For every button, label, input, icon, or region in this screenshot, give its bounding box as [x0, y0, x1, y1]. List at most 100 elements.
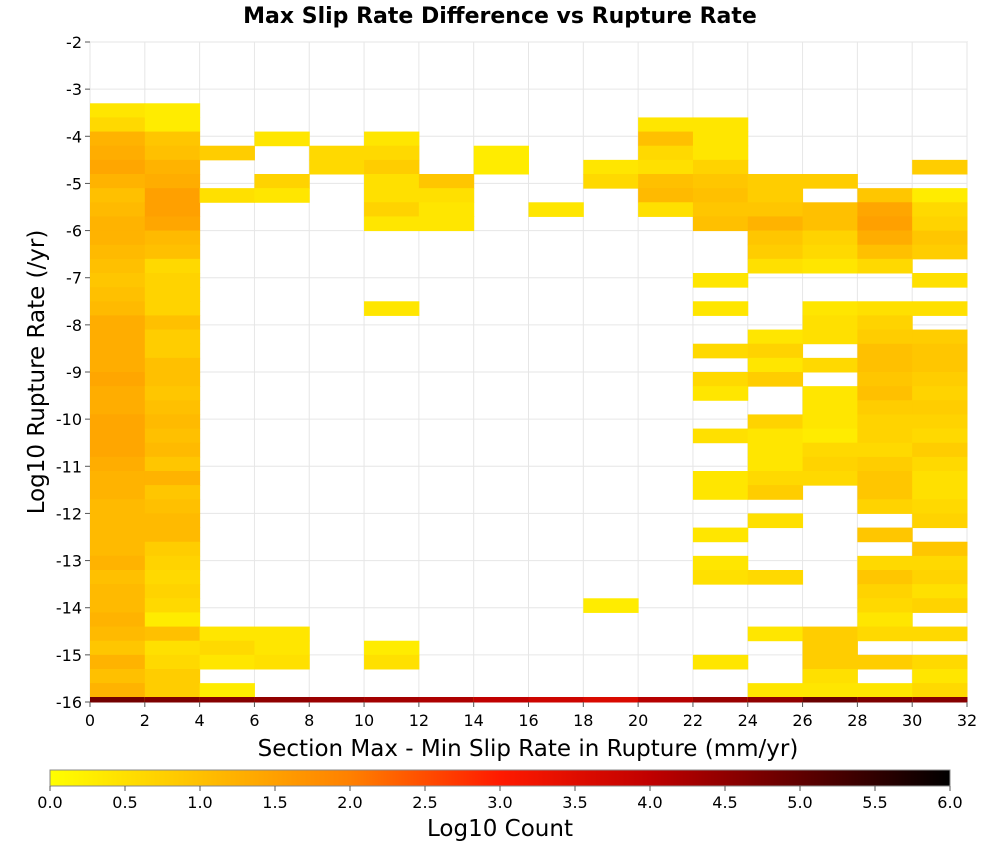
heatmap-cell [857, 258, 913, 274]
colorbar-tick-label: 4.0 [637, 793, 662, 812]
heatmap-cell [747, 343, 804, 359]
heatmap-cell [254, 654, 310, 670]
heatmap-cell [802, 456, 858, 472]
heatmap-cell [90, 697, 146, 703]
colorbar-label: Log10 Count [427, 816, 573, 842]
heatmap-cell [857, 697, 913, 703]
heatmap-cell [747, 414, 804, 430]
heatmap-cell [90, 527, 146, 543]
heatmap-cell [638, 131, 694, 147]
heatmap-cell [857, 386, 913, 401]
heatmap-cell [364, 654, 420, 670]
colorbar-tick-label: 3.5 [562, 793, 587, 812]
heatmap-cell [144, 428, 201, 444]
heatmap-cell [254, 131, 310, 147]
heatmap-cell [90, 117, 146, 133]
heatmap-cell [418, 174, 475, 189]
heatmap-cell [912, 301, 968, 316]
heatmap-cell [857, 570, 913, 585]
heatmap-cell [90, 428, 146, 444]
heatmap-cell [90, 612, 146, 628]
heatmap-cell [912, 541, 968, 557]
heatmap-cell [364, 216, 420, 232]
heatmap-cell [583, 174, 639, 189]
heatmap-cell [90, 357, 146, 373]
heatmap-cell [309, 159, 365, 175]
heatmap-cell [912, 273, 968, 288]
heatmap-cell [90, 216, 146, 232]
heatmap-cell [692, 697, 749, 703]
heatmap-cell [857, 555, 913, 571]
heatmap-cell [857, 202, 913, 217]
heatmap-cell [144, 626, 201, 642]
heatmap-cell [90, 315, 146, 331]
heatmap-cell [692, 273, 749, 288]
x-tick-label: 24 [738, 711, 758, 730]
heatmap-cell [912, 188, 968, 203]
heatmap-cell [583, 697, 639, 703]
heatmap-cell [144, 117, 201, 133]
heatmap-cell [90, 471, 146, 486]
heatmap-cell [418, 697, 475, 703]
heatmap-cell [90, 273, 146, 288]
x-tick-label: 0 [85, 711, 95, 730]
heatmap-cell [747, 202, 804, 217]
heatmap-cell [90, 513, 146, 529]
heatmap-cell [90, 145, 146, 161]
heatmap-cell [857, 527, 913, 543]
heatmap-cell [747, 456, 804, 472]
chart-title: Max Slip Rate Difference vs Rupture Rate [243, 4, 757, 29]
heatmap-cell [638, 188, 694, 203]
heatmap-cell [638, 117, 694, 133]
heatmap-cell [747, 697, 804, 703]
heatmap-cell [802, 654, 858, 670]
heatmap-cell [857, 372, 913, 387]
x-tick-label: 14 [464, 711, 484, 730]
heatmap-cell [802, 244, 858, 260]
x-tick-label: 16 [518, 711, 538, 730]
heatmap-cell [692, 188, 749, 203]
heatmap-cell [802, 230, 858, 246]
heatmap-cell [912, 555, 968, 571]
heatmap-cell [144, 683, 201, 698]
heatmap-cell [90, 301, 146, 316]
heatmap-cell [747, 683, 804, 698]
heatmap-cell [857, 499, 913, 514]
heatmap-cell [90, 541, 146, 557]
heatmap-cell [857, 428, 913, 444]
heatmap-cell [912, 216, 968, 232]
x-tick-label: 6 [249, 711, 259, 730]
heatmap-cell [692, 527, 749, 543]
heatmap-cell [802, 386, 858, 401]
heatmap-cell [144, 612, 201, 628]
heatmap-cell [90, 626, 146, 642]
heatmap-cell [254, 188, 310, 203]
heatmap-cell [857, 584, 913, 599]
x-tick-label: 10 [354, 711, 374, 730]
heatmap-cell [144, 485, 201, 500]
heatmap-cell [912, 485, 968, 500]
heatmap-cell [90, 329, 146, 345]
heatmap-cell [90, 343, 146, 359]
heatmap-cell [90, 400, 146, 415]
heatmap-cell [583, 598, 639, 613]
heatmap-cell [802, 414, 858, 430]
x-tick-label: 28 [847, 711, 867, 730]
heatmap-cell [802, 683, 858, 698]
heatmap-cell [364, 131, 420, 147]
heatmap-cell [802, 471, 858, 486]
heatmap-cell [692, 145, 749, 161]
heatmap-cell [144, 216, 201, 232]
heatmap-cell [90, 683, 146, 698]
heatmap-cell [912, 499, 968, 514]
heatmap-cell [912, 343, 968, 359]
heatmap-cell [747, 244, 804, 260]
y-tick-label: -9 [66, 363, 82, 382]
heatmap-cell [90, 485, 146, 500]
heatmap-cell [309, 145, 365, 161]
heatmap-cell [747, 442, 804, 458]
heatmap-cell [144, 315, 201, 331]
heatmap-cell [857, 626, 913, 642]
heatmap-cell [747, 471, 804, 486]
heatmap-cell [802, 400, 858, 415]
